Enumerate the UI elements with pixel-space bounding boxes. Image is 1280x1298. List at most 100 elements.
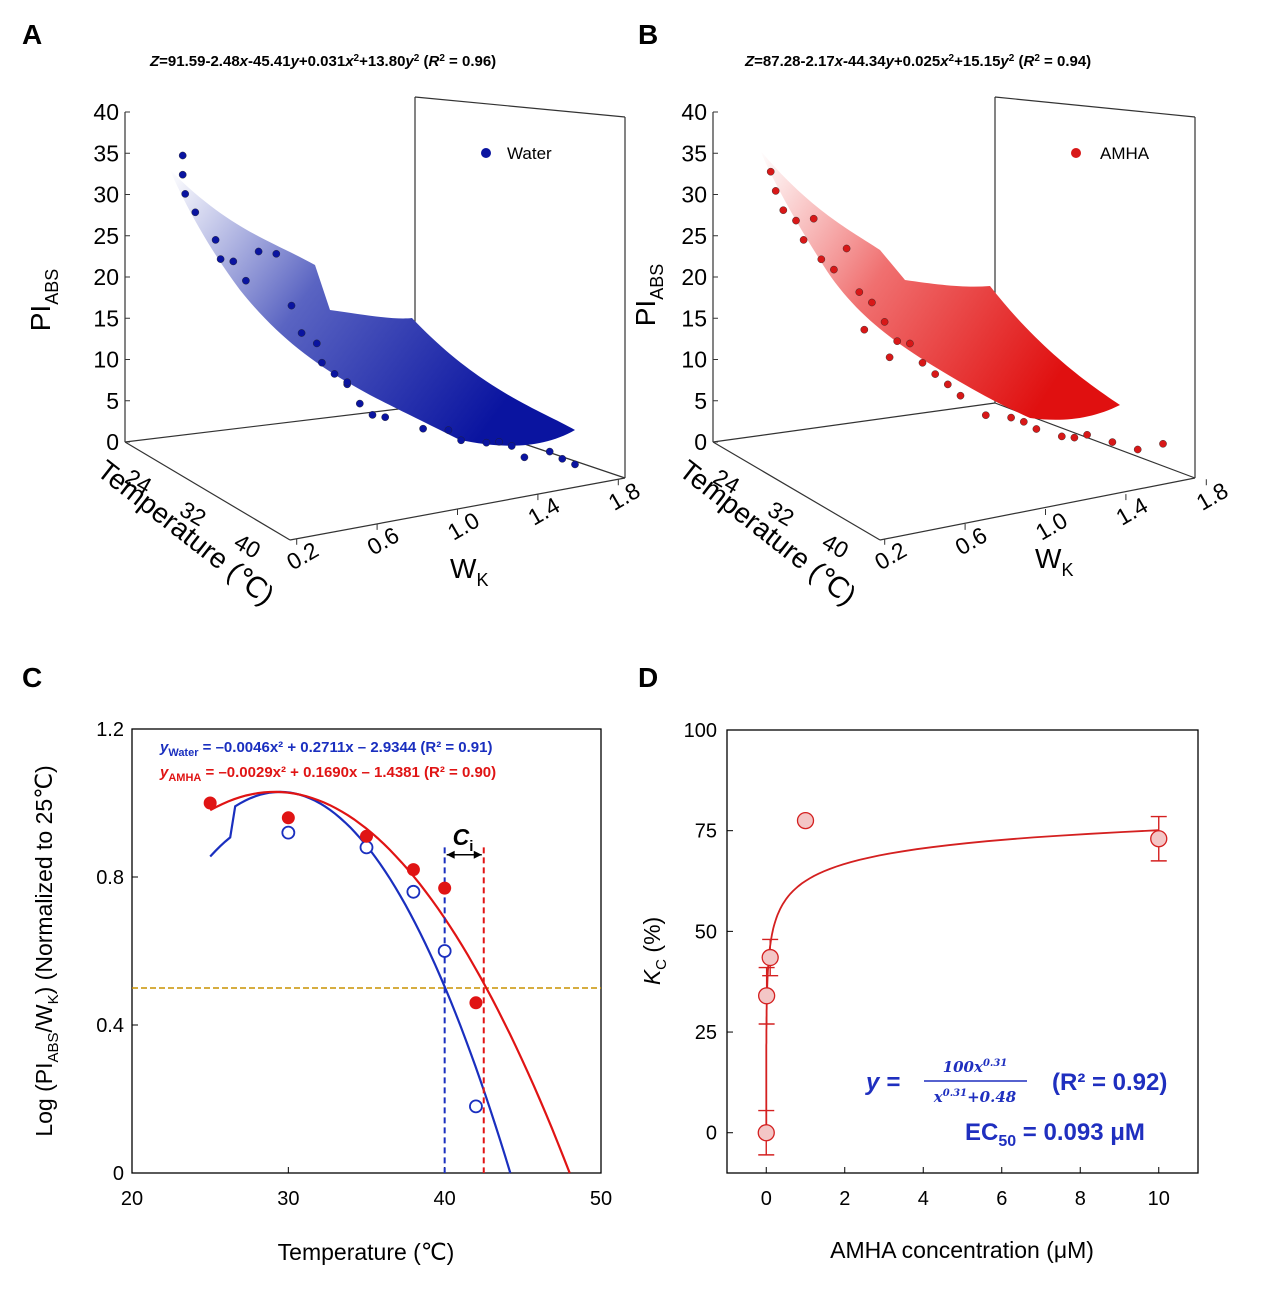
equation-water: yWater = –0.0046x² + 0.2711x – 2.9344 (R… [159, 739, 492, 759]
z-tick-label: 40 [93, 99, 119, 125]
data-point [330, 370, 339, 378]
data-point [482, 438, 491, 447]
ci-label: Ci [453, 824, 474, 855]
z-tick-label: 15 [681, 305, 707, 331]
z-ticks-a: 40 35 30 25 20 15 10 5 0 [93, 99, 130, 455]
data-point [1108, 438, 1117, 446]
data-point [1150, 830, 1168, 848]
data-point [766, 167, 775, 176]
data-point [1007, 413, 1015, 422]
data-point [918, 358, 927, 367]
data-point [956, 391, 965, 400]
data-point-amha [406, 863, 420, 877]
data-point [571, 460, 579, 469]
data-point [381, 413, 390, 422]
data-point [982, 411, 990, 420]
data-point [792, 216, 800, 225]
z-tick-label: 30 [93, 182, 119, 208]
data-point [1070, 433, 1079, 442]
data-points-b [766, 167, 1167, 454]
w-tick-label: 1.8 [604, 477, 645, 516]
y-tick-label: 25 [695, 1022, 717, 1044]
x-axis-label-c: Temperature (℃) [278, 1239, 455, 1265]
data-point-amha [203, 796, 217, 810]
data-point [830, 265, 838, 274]
fit-surface-a [170, 170, 575, 446]
z-tick-label: 0 [106, 429, 119, 455]
data-point [507, 442, 516, 450]
x-tick-label: 30 [277, 1188, 299, 1210]
data-point [906, 339, 914, 348]
data-point [272, 249, 281, 258]
y-tick-label: 0.8 [96, 867, 124, 889]
data-point [817, 255, 826, 264]
wk-axis-label-b: WK [1035, 543, 1073, 580]
w-tick-label: 1.0 [1031, 507, 1072, 546]
data-point [1083, 430, 1091, 439]
plot-frame-c [131, 728, 602, 1174]
panel-letter-b: B [638, 19, 658, 50]
y-tick-label: 0 [113, 1163, 124, 1185]
data-point [868, 298, 876, 307]
data-point [1133, 445, 1142, 454]
data-point [419, 424, 427, 433]
fit-curve [209, 790, 571, 1174]
data-point [893, 337, 902, 346]
panel-c: C 20 30 40 50 0 0.4 0.8 1.2 yWater = –0.0046x² … [22, 662, 612, 1265]
data-point [318, 358, 326, 367]
z-tick-label: 25 [681, 223, 707, 249]
data-point [771, 187, 780, 195]
axis-ticks-c: 20 30 40 50 0 0.4 0.8 1.2 [96, 719, 612, 1210]
w-tick-label: 1.8 [1192, 477, 1233, 516]
w-tick-label: 1.0 [443, 507, 484, 546]
data-points-c [203, 796, 483, 1114]
z-ticks-b: 40 35 30 25 20 15 10 5 0 [681, 99, 718, 455]
z-tick-label: 20 [93, 264, 119, 290]
ci-arrowhead-right [473, 850, 482, 859]
equation-d-prefix: y = [865, 1069, 900, 1096]
data-point-water [437, 944, 452, 958]
equation-d-numerator: 100x0.31 [943, 1058, 1008, 1076]
data-points-d [757, 811, 1168, 1156]
data-point [1159, 439, 1167, 448]
data-point [178, 170, 187, 179]
fit-curve-d [765, 829, 1159, 1133]
equation-a: Z=91.59-2.48x-45.41y+0.031x2+13.80y2 (R2… [149, 53, 496, 71]
w-tick-label: 0.2 [870, 537, 911, 576]
data-point [855, 288, 864, 296]
data-point [287, 301, 296, 310]
data-point-amha [438, 881, 452, 895]
ec50-label: EC50 = 0.093 μM [965, 1119, 1145, 1150]
fit-curve [765, 829, 1159, 1133]
data-point [944, 380, 952, 389]
z-axis-label-b: PIABS [630, 264, 667, 327]
data-point [216, 255, 225, 263]
wk-axis-label-a: WK [450, 553, 488, 590]
legend-label-a: Water [507, 144, 552, 163]
data-point [457, 436, 465, 445]
w-tick-label: 1.4 [1111, 492, 1152, 531]
data-point [809, 214, 818, 223]
equation-d-denominator: x0.31+0.48 [933, 1088, 1017, 1106]
y-tick-label: 0.4 [96, 1015, 124, 1037]
x-tick-label: 6 [996, 1188, 1007, 1210]
data-point [520, 453, 529, 462]
x-tick-label: 50 [590, 1188, 612, 1210]
data-point [178, 151, 187, 160]
x-tick-label: 4 [918, 1188, 929, 1210]
data-point [312, 339, 321, 348]
z-tick-label: 40 [681, 99, 707, 125]
data-point [931, 370, 940, 378]
panel-b: B Z=87.28-2.17x-44.34y+0.025x2+15.15y2 (… [630, 19, 1232, 611]
legend-marker-b [1071, 148, 1081, 158]
z-tick-label: 35 [93, 140, 119, 166]
data-point-water [406, 884, 421, 899]
y-axis-label-d: KC (%) [639, 917, 670, 985]
w-tick-label: 0.6 [951, 522, 992, 561]
equation-b: Z=87.28-2.17x-44.34y+0.025x2+15.15y2 (R2… [744, 53, 1091, 71]
data-point [885, 353, 894, 362]
legend-marker-a [481, 148, 491, 158]
z-tick-label: 10 [681, 347, 707, 373]
